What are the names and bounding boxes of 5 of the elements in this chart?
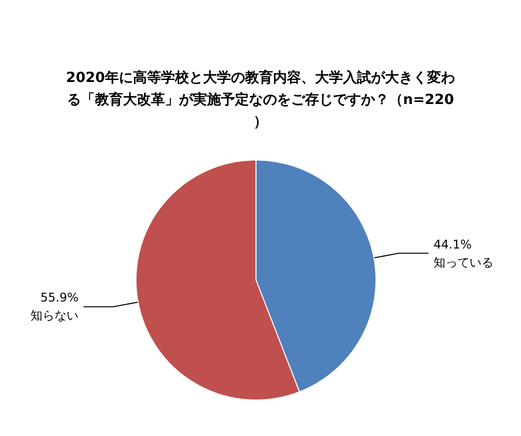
chart-title: 2020年に高等学校と大学の教育内容、大学入試が大きく変わる「教育大改革」が実施予定なのをご存じですか？（n=220） — [66, 69, 455, 130]
data-label: 44.1% — [434, 237, 472, 252]
data-label: 55.9% — [40, 290, 78, 305]
slice-label: 知っている — [434, 255, 494, 270]
slice-label: 知らない — [30, 308, 78, 323]
